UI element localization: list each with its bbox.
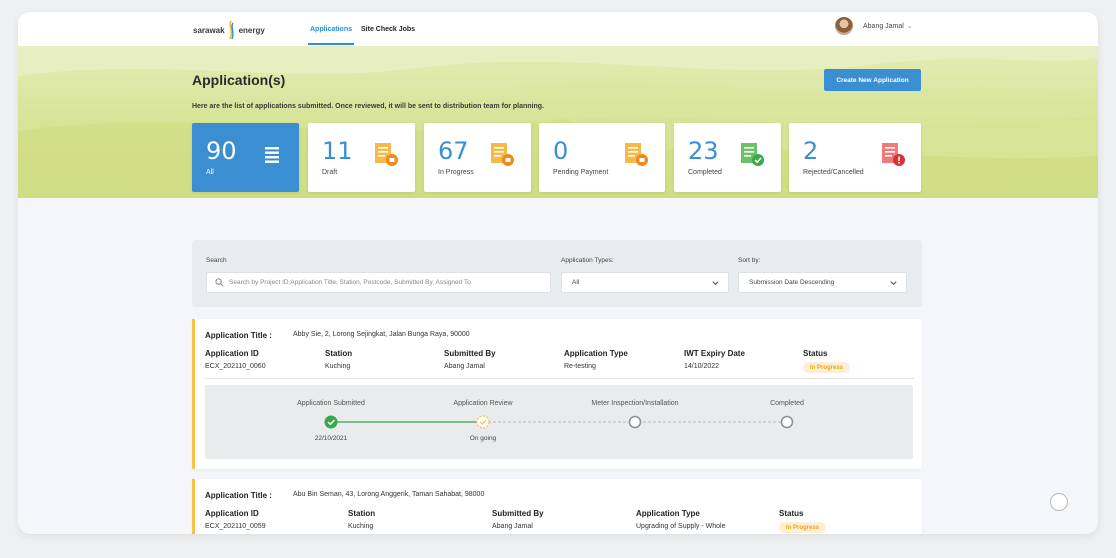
application-types-label: Application Types: xyxy=(561,257,614,264)
stat-label: Draft xyxy=(322,169,338,176)
document-clock-icon xyxy=(375,143,398,166)
stat-count: 11 xyxy=(322,137,353,165)
floating-action-button[interactable] xyxy=(1050,493,1068,511)
step-status-review: On going xyxy=(469,435,497,442)
step-label-application-review: Application Review xyxy=(453,400,513,407)
application-types-value: All xyxy=(572,279,580,286)
sort-by-select[interactable]: Submission Date Descending xyxy=(738,272,907,293)
stat-label: Pending Payment xyxy=(553,169,609,176)
application-title-label: Application Title : xyxy=(205,331,272,340)
chevron-down-icon xyxy=(712,281,719,286)
active-tab-indicator xyxy=(308,43,354,45)
application-card[interactable]: Application Title : Abby Sie, 2, Lorong … xyxy=(192,319,922,469)
top-navbar: sarawak energy Applications Site Check J… xyxy=(18,12,1098,46)
chevron-down-icon xyxy=(890,281,897,286)
station: Kuching xyxy=(348,523,374,530)
col-header-status: Status xyxy=(779,509,804,518)
avatar xyxy=(835,17,853,35)
sarawak-energy-logo[interactable]: sarawak energy xyxy=(193,19,265,41)
application-type: Re-testing xyxy=(564,363,596,370)
application-id: ECX_202110_0060 xyxy=(205,363,266,370)
search-label: Search xyxy=(206,257,227,264)
stat-card-draft[interactable]: 11 Draft xyxy=(308,123,415,192)
stat-count: 23 xyxy=(688,137,719,165)
stat-count: 90 xyxy=(206,137,237,165)
stat-card-all[interactable]: 90 All xyxy=(192,123,299,192)
stat-label: Completed xyxy=(688,169,722,176)
check-circle-icon xyxy=(324,415,338,429)
stat-card-completed[interactable]: 23 Completed xyxy=(674,123,781,192)
progress-tracker-graphic xyxy=(324,415,794,429)
search-icon xyxy=(215,278,224,287)
document-clock-icon xyxy=(625,143,648,166)
stat-label: Rejected/Cancelled xyxy=(803,169,864,176)
step-label-completed: Completed xyxy=(770,400,804,407)
stat-label: In Progress xyxy=(438,169,474,176)
pending-step-icon xyxy=(780,415,794,429)
stat-count: 2 xyxy=(803,137,819,165)
document-clock-icon xyxy=(491,143,514,166)
progress-tracker: Application Submitted Application Review… xyxy=(205,385,913,459)
document-check-icon xyxy=(741,143,764,166)
in-progress-step-icon xyxy=(476,415,490,429)
col-header-submitted-by: Submitted By xyxy=(492,509,544,518)
application-id: ECX_202110_0059 xyxy=(205,523,266,530)
station: Kuching xyxy=(325,363,351,370)
stat-card-pending-payment[interactable]: 0 Pending Payment xyxy=(539,123,665,192)
sort-by-label: Sort by: xyxy=(738,257,761,264)
col-header-status: Status xyxy=(803,349,828,358)
search-placeholder: Search by Project ID,Application Title, … xyxy=(229,279,471,286)
application-title-label: Application Title : xyxy=(205,491,272,500)
col-header-application-id: Application ID xyxy=(205,349,259,358)
application-title: Abby Sie, 2, Lorong Sejingkat, Jalan Bun… xyxy=(293,331,470,338)
user-name: Abang Jamal xyxy=(863,22,904,30)
chevron-down-icon: ⌄ xyxy=(906,23,913,30)
col-header-application-type: Application Type xyxy=(636,509,700,518)
iwt-expiry-date: 14/10/2022 xyxy=(684,363,720,370)
application-card[interactable]: Application Title : Abu Bin Seman, 43, L… xyxy=(192,479,922,534)
status-badge: In Progress xyxy=(779,522,827,533)
user-menu[interactable]: Abang Jamal ⌄ xyxy=(835,17,913,35)
col-header-station: Station xyxy=(348,509,376,518)
submitted-by: Abang Jamal xyxy=(444,363,485,370)
status-badge: In Progress xyxy=(803,362,851,373)
stat-card-rejected-cancelled[interactable]: 2 Rejected/Cancelled xyxy=(789,123,921,192)
application-title: Abu Bin Seman, 43, Lorong Anggerik, Tama… xyxy=(293,491,485,498)
step-label-application-submitted: Application Submitted xyxy=(297,400,365,407)
page-title: Application(s) xyxy=(192,72,286,88)
col-header-application-type: Application Type xyxy=(564,349,628,358)
create-new-application-button[interactable]: Create New Application xyxy=(824,69,921,91)
col-header-station: Station xyxy=(325,349,353,358)
stat-card-in-progress[interactable]: 67 In Progress xyxy=(424,123,531,192)
logo-text-left: sarawak xyxy=(193,25,225,35)
submitted-by: Abang Jamal xyxy=(492,523,533,530)
app-window: sarawak energy Applications Site Check J… xyxy=(18,12,1098,534)
document-error-icon xyxy=(882,143,905,166)
divider xyxy=(205,378,914,379)
tab-applications[interactable]: Applications xyxy=(310,26,353,33)
search-input[interactable]: Search by Project ID,Application Title, … xyxy=(206,272,551,293)
col-header-submitted-by: Submitted By xyxy=(444,349,496,358)
filter-panel: Search Search by Project ID,Application … xyxy=(192,240,922,307)
col-header-application-id: Application ID xyxy=(205,509,259,518)
tab-site-check-jobs[interactable]: Site Check Jobs xyxy=(361,26,416,33)
stat-label: All xyxy=(206,169,214,176)
list-icon xyxy=(265,147,279,163)
logo-flame-icon xyxy=(228,20,234,40)
logo-text-right: energy xyxy=(238,25,265,35)
page-subtitle: Here are the list of applications submit… xyxy=(192,103,544,110)
step-date-submitted: 22/10/2021 xyxy=(314,435,348,442)
pending-step-icon xyxy=(628,415,642,429)
application-types-select[interactable]: All xyxy=(561,272,729,293)
sort-by-value: Submission Date Descending xyxy=(749,279,835,286)
step-label-meter-inspection: Meter Inspection/Installation xyxy=(591,400,679,407)
stat-count: 67 xyxy=(438,137,469,165)
application-type: Upgrading of Supply - Whole xyxy=(636,523,726,530)
col-header-iwt-expiry-date: IWT Expiry Date xyxy=(684,349,745,358)
stat-count: 0 xyxy=(553,137,569,165)
